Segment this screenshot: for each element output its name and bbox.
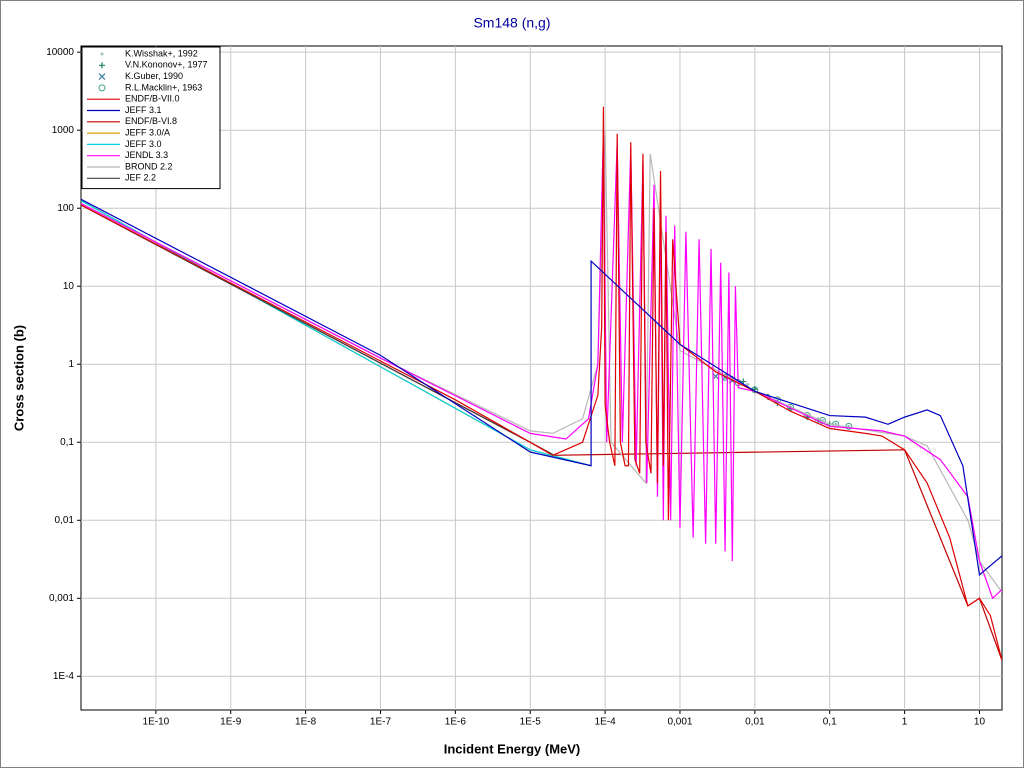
- legend-label: JEFF 3.0: [125, 139, 162, 149]
- y-tick-label: 100: [57, 203, 74, 214]
- axes: 1E-10 1E-9 1E-8 1E-7 1E-6 1E-5 1E-4 0,001 0,01 0,…: [46, 47, 985, 728]
- legend-label: JENDL 3.3: [125, 150, 168, 160]
- series-line: [81, 198, 1002, 576]
- x-tick-label: 0,1: [823, 717, 837, 728]
- series-line: [81, 130, 1002, 600]
- y-tick-label: 0,01: [55, 515, 75, 526]
- y-tick-label: 1E-4: [53, 671, 75, 682]
- legend-label: BROND 2.2: [125, 161, 173, 171]
- y-tick-label: 1: [68, 359, 74, 370]
- data-point: [787, 403, 795, 411]
- y-tick-label: 10: [63, 281, 75, 292]
- legend-label: JEFF 3.0/A: [125, 127, 170, 137]
- x-tick-label: 1E-10: [143, 717, 170, 728]
- legend-label: JEFF 3.1: [125, 105, 162, 115]
- x-tick-label: 1: [902, 717, 908, 728]
- plot-area: [80, 45, 1003, 711]
- x-tick-label: 1E-4: [595, 717, 617, 728]
- y-tick-label: 1000: [52, 125, 75, 136]
- x-tick-label: 1E-8: [295, 717, 317, 728]
- legend-label: JEF 2.2: [125, 173, 156, 183]
- x-tick-label: 0,01: [745, 717, 765, 728]
- legend-label: K.Guber, 1990: [125, 71, 183, 81]
- legend: K.Wisshak+, 1992 V.N.Kononov+, 1977K.Gube…: [81, 46, 221, 190]
- legend-label: ENDF/B-VII.0: [125, 94, 180, 104]
- series-line: [81, 106, 1002, 661]
- y-axis-label: Cross section (b): [11, 325, 26, 431]
- data-point: [746, 383, 750, 387]
- x-tick-label: 1E-6: [445, 717, 467, 728]
- x-tick-label: 1E-5: [520, 717, 542, 728]
- x-tick-label: 10: [974, 717, 986, 728]
- legend-marker: [99, 62, 105, 69]
- x-tick-label: 0,001: [667, 717, 692, 728]
- legend-marker: [98, 84, 106, 92]
- x-axis-label: Incident Energy (MeV): [444, 741, 581, 756]
- series-line: [81, 130, 1002, 593]
- chart-title: Sm148 (n,g): [473, 15, 550, 31]
- y-tick-label: 0,001: [49, 593, 74, 604]
- y-tick-label: 10000: [46, 47, 74, 58]
- x-tick-label: 1E-9: [220, 717, 242, 728]
- grid: [81, 46, 1002, 710]
- y-tick-label: 0,1: [60, 437, 74, 448]
- legend-label: ENDF/B-VI.8: [125, 116, 177, 126]
- legend-label: K.Wisshak+, 1992: [125, 48, 198, 58]
- legend-label: V.N.Kononov+, 1977: [125, 60, 208, 70]
- data-point: [712, 372, 720, 380]
- legend-box: [81, 46, 221, 190]
- legend-marker: [98, 73, 106, 81]
- plot-content: [81, 106, 1002, 661]
- legend-label: R.L.Macklin+, 1963: [125, 82, 202, 92]
- legend-marker: [100, 52, 104, 56]
- x-tick-label: 1E-7: [370, 717, 392, 728]
